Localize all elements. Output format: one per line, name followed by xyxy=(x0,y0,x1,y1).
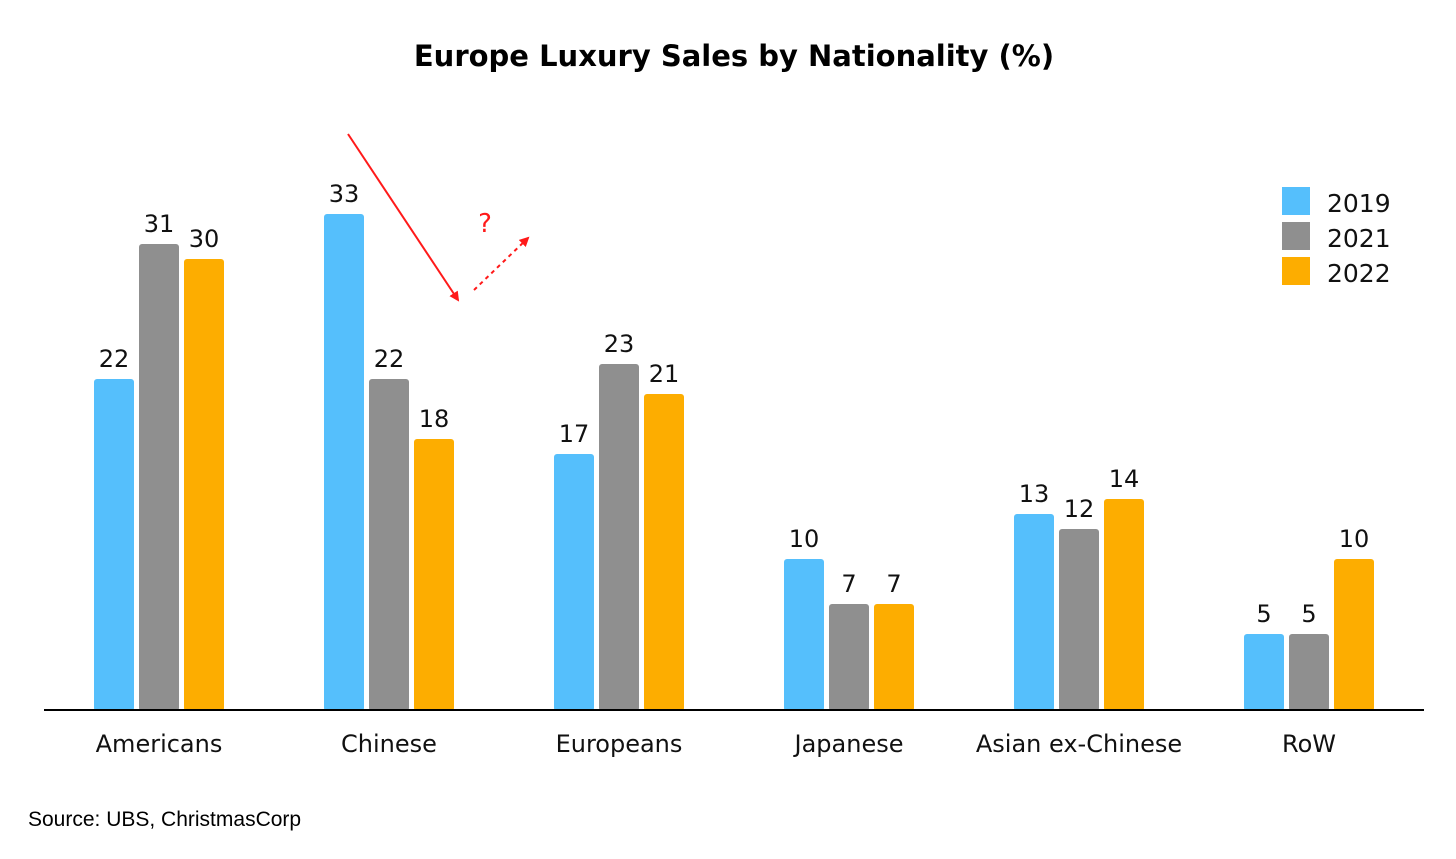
legend-label-2021: 2021 xyxy=(1327,224,1391,253)
category-label-chinese: Chinese xyxy=(341,730,437,758)
bar-europeans-2022 xyxy=(644,394,684,711)
question-mark-annotation: ? xyxy=(478,209,492,239)
down-trend-arrow xyxy=(347,133,460,302)
bars-group xyxy=(94,214,1374,711)
value-label-row-2022: 10 xyxy=(1339,525,1370,553)
category-label-americans: Americans xyxy=(96,730,223,758)
bar-americans-2021 xyxy=(139,244,179,711)
chart-title: Europe Luxury Sales by Nationality (%) xyxy=(414,39,1054,73)
legend-swatch-2022 xyxy=(1282,257,1310,285)
bar-europeans-2021 xyxy=(599,364,639,711)
bar-japanese-2022 xyxy=(874,604,914,711)
value-label-japanese-2022: 7 xyxy=(886,570,901,598)
value-label-americans-2022: 30 xyxy=(189,225,220,253)
bar-asian-ex-chinese-2022 xyxy=(1104,499,1144,711)
value-labels-group: 22 31 30 33 22 18 17 23 21 10 7 7 13 12 14 5 5 10 xyxy=(99,180,1370,628)
source-note: Source: UBS, ChristmasCorp xyxy=(28,808,301,831)
legend-label-2019: 2019 xyxy=(1327,189,1391,218)
value-label-americans-2021: 31 xyxy=(144,210,175,238)
bar-row-2022 xyxy=(1334,559,1374,711)
value-label-japanese-2019: 10 xyxy=(789,525,820,553)
value-label-chinese-2019: 33 xyxy=(329,180,360,208)
value-label-row-2019: 5 xyxy=(1256,600,1271,628)
category-labels-group: Americans Chinese Europeans Japanese Asian e… xyxy=(96,730,1336,758)
category-label-row: RoW xyxy=(1282,730,1336,758)
category-label-europeans: Europeans xyxy=(556,730,683,758)
value-label-chinese-2022: 18 xyxy=(419,405,450,433)
category-label-asian-ex-chinese: Asian ex-Chinese xyxy=(976,730,1182,758)
bar-japanese-2019 xyxy=(784,559,824,711)
trend-annotation: ? xyxy=(347,133,530,302)
bar-europeans-2019 xyxy=(554,454,594,711)
bar-americans-2022 xyxy=(184,259,224,711)
bar-americans-2019 xyxy=(94,379,134,711)
value-label-japanese-2021: 7 xyxy=(841,570,856,598)
legend-swatch-2019 xyxy=(1282,187,1310,215)
bar-chinese-2022 xyxy=(414,439,454,711)
up-trend-dashed-arrow xyxy=(473,236,530,291)
category-label-japanese: Japanese xyxy=(793,730,904,758)
value-label-row-2021: 5 xyxy=(1301,600,1316,628)
bar-asian-ex-chinese-2019 xyxy=(1014,514,1054,711)
value-label-europeans-2022: 21 xyxy=(649,360,680,388)
value-label-chinese-2021: 22 xyxy=(374,345,405,373)
value-label-americans-2019: 22 xyxy=(99,345,130,373)
bar-japanese-2021 xyxy=(829,604,869,711)
bar-row-2019 xyxy=(1244,634,1284,711)
value-label-asian-ex-chinese-2021: 12 xyxy=(1064,495,1095,523)
value-label-asian-ex-chinese-2022: 14 xyxy=(1109,465,1140,493)
legend: 2019 2021 2022 xyxy=(1282,187,1391,288)
value-label-europeans-2019: 17 xyxy=(559,420,590,448)
bar-chinese-2021 xyxy=(369,379,409,711)
legend-swatch-2021 xyxy=(1282,222,1310,250)
legend-label-2022: 2022 xyxy=(1327,259,1391,288)
bar-row-2021 xyxy=(1289,634,1329,711)
bar-asian-ex-chinese-2021 xyxy=(1059,529,1099,711)
value-label-europeans-2021: 23 xyxy=(604,330,635,358)
bar-chinese-2019 xyxy=(324,214,364,711)
value-label-asian-ex-chinese-2019: 13 xyxy=(1019,480,1050,508)
